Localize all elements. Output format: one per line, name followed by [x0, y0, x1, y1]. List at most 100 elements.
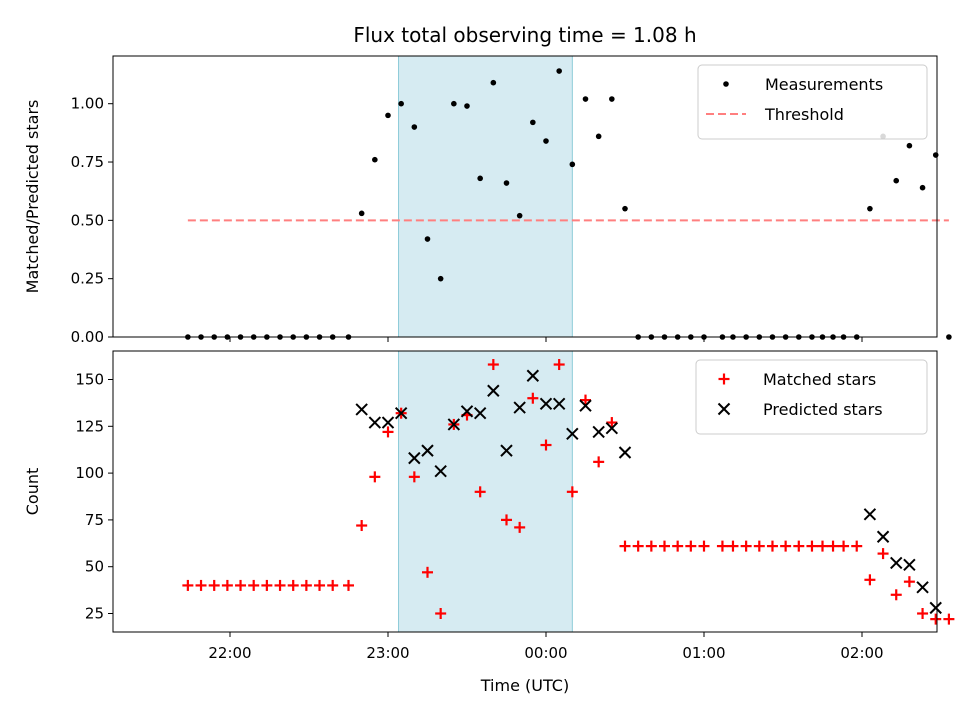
measurements-point — [503, 180, 510, 186]
measurements-point — [543, 138, 549, 144]
measurements-point — [411, 124, 418, 130]
bottom-panel: 25 50 75 100 125 150 22:00 23:00 00:00 01:00 02:00… — [23, 350, 955, 695]
matched-stars-point — [877, 548, 889, 560]
top-y-tick-label: 1.00 — [71, 95, 104, 113]
predicted-stars-point — [539, 397, 553, 411]
measurements-point — [464, 103, 470, 109]
measurements-point — [372, 156, 378, 163]
top-legend: Measurements Threshold — [697, 64, 928, 140]
predicted-stars-point — [863, 508, 877, 521]
measurements-point — [946, 334, 952, 340]
matched-stars-point — [474, 486, 486, 498]
matched-stars-point — [553, 359, 565, 371]
matched-stars-point — [540, 439, 552, 451]
measurements-point — [893, 177, 900, 184]
matched-stars-point — [698, 540, 710, 552]
matched-stars-point — [659, 540, 670, 552]
predicted-stars-point — [473, 406, 487, 420]
measurements-point — [622, 205, 628, 212]
matched-stars-point — [619, 540, 631, 552]
measurements-point — [516, 212, 523, 219]
top-ticks: 0.00 0.25 0.50 0.75 1.00 — [71, 95, 863, 346]
matched-stars-point — [287, 579, 299, 591]
matched-stars-point — [422, 566, 433, 578]
legend-key-measurements — [723, 81, 729, 87]
top-y-tick-label: 0.50 — [71, 211, 104, 229]
predicted-stars-point — [421, 444, 434, 457]
predicted-stars-point — [890, 556, 903, 570]
matched-stars-point — [408, 471, 420, 483]
matched-stars-point — [593, 456, 605, 468]
bottom-y-tick-label: 75 — [85, 511, 104, 529]
measurements-point — [582, 96, 589, 102]
predicted-stars-point — [552, 397, 566, 411]
matched-stars-point — [838, 540, 850, 552]
bottom-legend: Matched stars Predicted stars — [695, 359, 928, 435]
legend-key-predicted-stars — [717, 402, 731, 416]
x-tick-label: 22:00 — [208, 644, 251, 662]
matched-stars-point — [753, 540, 765, 552]
predicted-stars-point — [487, 384, 500, 397]
top-shaded-window — [398, 55, 573, 338]
predicted-stars-point — [408, 451, 421, 465]
matched-stars-point — [806, 540, 818, 552]
x-tick-label: 01:00 — [682, 644, 725, 662]
chart-title: Flux total observing time = 1.08 h — [353, 23, 696, 47]
bottom-y-tick-label: 125 — [75, 417, 104, 435]
predicted-stars-point — [605, 421, 619, 435]
matched-stars-point — [487, 359, 499, 371]
bottom-legend-box — [695, 359, 928, 435]
measurements-point — [919, 184, 926, 191]
legend-label-predicted-stars: Predicted stars — [763, 400, 883, 419]
top-y-tick-label: 0.25 — [71, 270, 104, 288]
matched-stars-point — [716, 540, 728, 552]
matched-stars-point — [580, 394, 591, 406]
bottom-axes-frame — [112, 350, 938, 633]
matched-stars-point — [645, 540, 657, 552]
matched-stars-point — [632, 540, 644, 552]
predicted-stars-point — [500, 444, 513, 457]
matched-stars-point — [672, 540, 684, 552]
predicted-stars-point — [579, 399, 592, 412]
matched-stars-point — [740, 540, 752, 552]
predicted-stars-point — [903, 558, 916, 572]
bottom-y-tick-label: 150 — [75, 371, 104, 389]
predicted-stars-point — [355, 403, 368, 416]
matched-stars-point — [261, 579, 273, 591]
matched-stars-point — [514, 521, 526, 533]
predicted-stars-point — [916, 581, 929, 594]
top-panel: 0.00 0.25 0.50 0.75 1.00 Flux total observin… — [23, 23, 952, 346]
matched-stars-point — [208, 579, 220, 591]
matched-stars-point — [382, 426, 394, 438]
legend-label-matched-stars: Matched stars — [763, 370, 876, 389]
matched-stars-point — [566, 486, 578, 498]
matched-stars-point — [685, 540, 697, 552]
matched-stars-point — [274, 579, 286, 591]
matched-stars-point — [606, 417, 618, 429]
matched-stars-point — [343, 579, 354, 591]
matched-stars-point — [917, 608, 929, 619]
bottom-ticks: 25 50 75 100 125 150 22:00 23:00 00:00 01:00 02:00 — [75, 371, 883, 663]
matched-stars-point — [300, 579, 312, 591]
matched-stars-point — [327, 579, 339, 591]
predicted-stars-point — [368, 416, 382, 429]
matched-stars-point — [182, 579, 194, 591]
legend-key-matched-stars — [718, 373, 730, 385]
predicted-stars-point — [618, 446, 632, 459]
measurements-point — [906, 142, 913, 149]
top-legend-box — [697, 64, 928, 140]
matched-stars-point — [369, 471, 381, 483]
predicted-stars-point — [394, 406, 408, 420]
matched-stars-point — [930, 613, 942, 625]
matched-stars-point — [943, 613, 955, 625]
predicted-stars-point — [876, 530, 890, 543]
predicted-stars-point — [460, 405, 474, 418]
matched-stars-point — [827, 540, 839, 552]
matched-stars-point — [435, 608, 447, 619]
measurements-point — [530, 119, 536, 126]
matched-stars-point — [780, 540, 792, 552]
measurements-point — [490, 79, 497, 86]
x-tick-label: 23:00 — [366, 644, 409, 662]
predicted-stars-point — [513, 401, 526, 414]
